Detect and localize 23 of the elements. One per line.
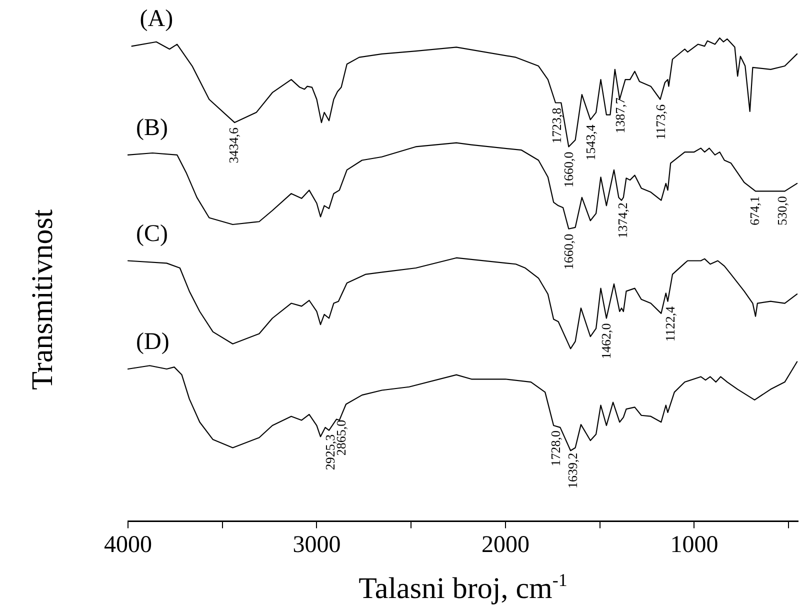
y-axis-title: Transmitivnost: [26, 208, 59, 390]
annotation: 1728,0: [548, 430, 564, 466]
series-label: (B): [136, 114, 168, 141]
annotation: 1660,0: [561, 152, 576, 188]
annotation: 1660,0: [561, 234, 576, 270]
series-label: (D): [136, 328, 170, 355]
annotation: 1173,6: [652, 104, 668, 140]
annotation: 1462,0: [598, 323, 614, 360]
annotation: 1387,7: [612, 97, 628, 134]
annotation: 1639,2: [564, 452, 580, 489]
x-tick-label: 3000: [292, 532, 341, 558]
x-tick-label: 2000: [481, 532, 530, 558]
annotation: 1374,2: [614, 202, 630, 238]
annotation: 1723,8: [549, 108, 564, 144]
x-tick-label: 1000: [670, 532, 718, 558]
annotation: 530,0: [774, 196, 790, 226]
series-label: (A): [140, 6, 174, 32]
x-tick-label: 4000: [104, 532, 152, 558]
annotation: 1543,4: [583, 124, 598, 160]
annotation: 3434,6: [226, 127, 242, 164]
series-label: (C): [136, 220, 168, 247]
annotation: 1122,4: [662, 306, 678, 342]
annotation: 674,1: [747, 196, 762, 226]
